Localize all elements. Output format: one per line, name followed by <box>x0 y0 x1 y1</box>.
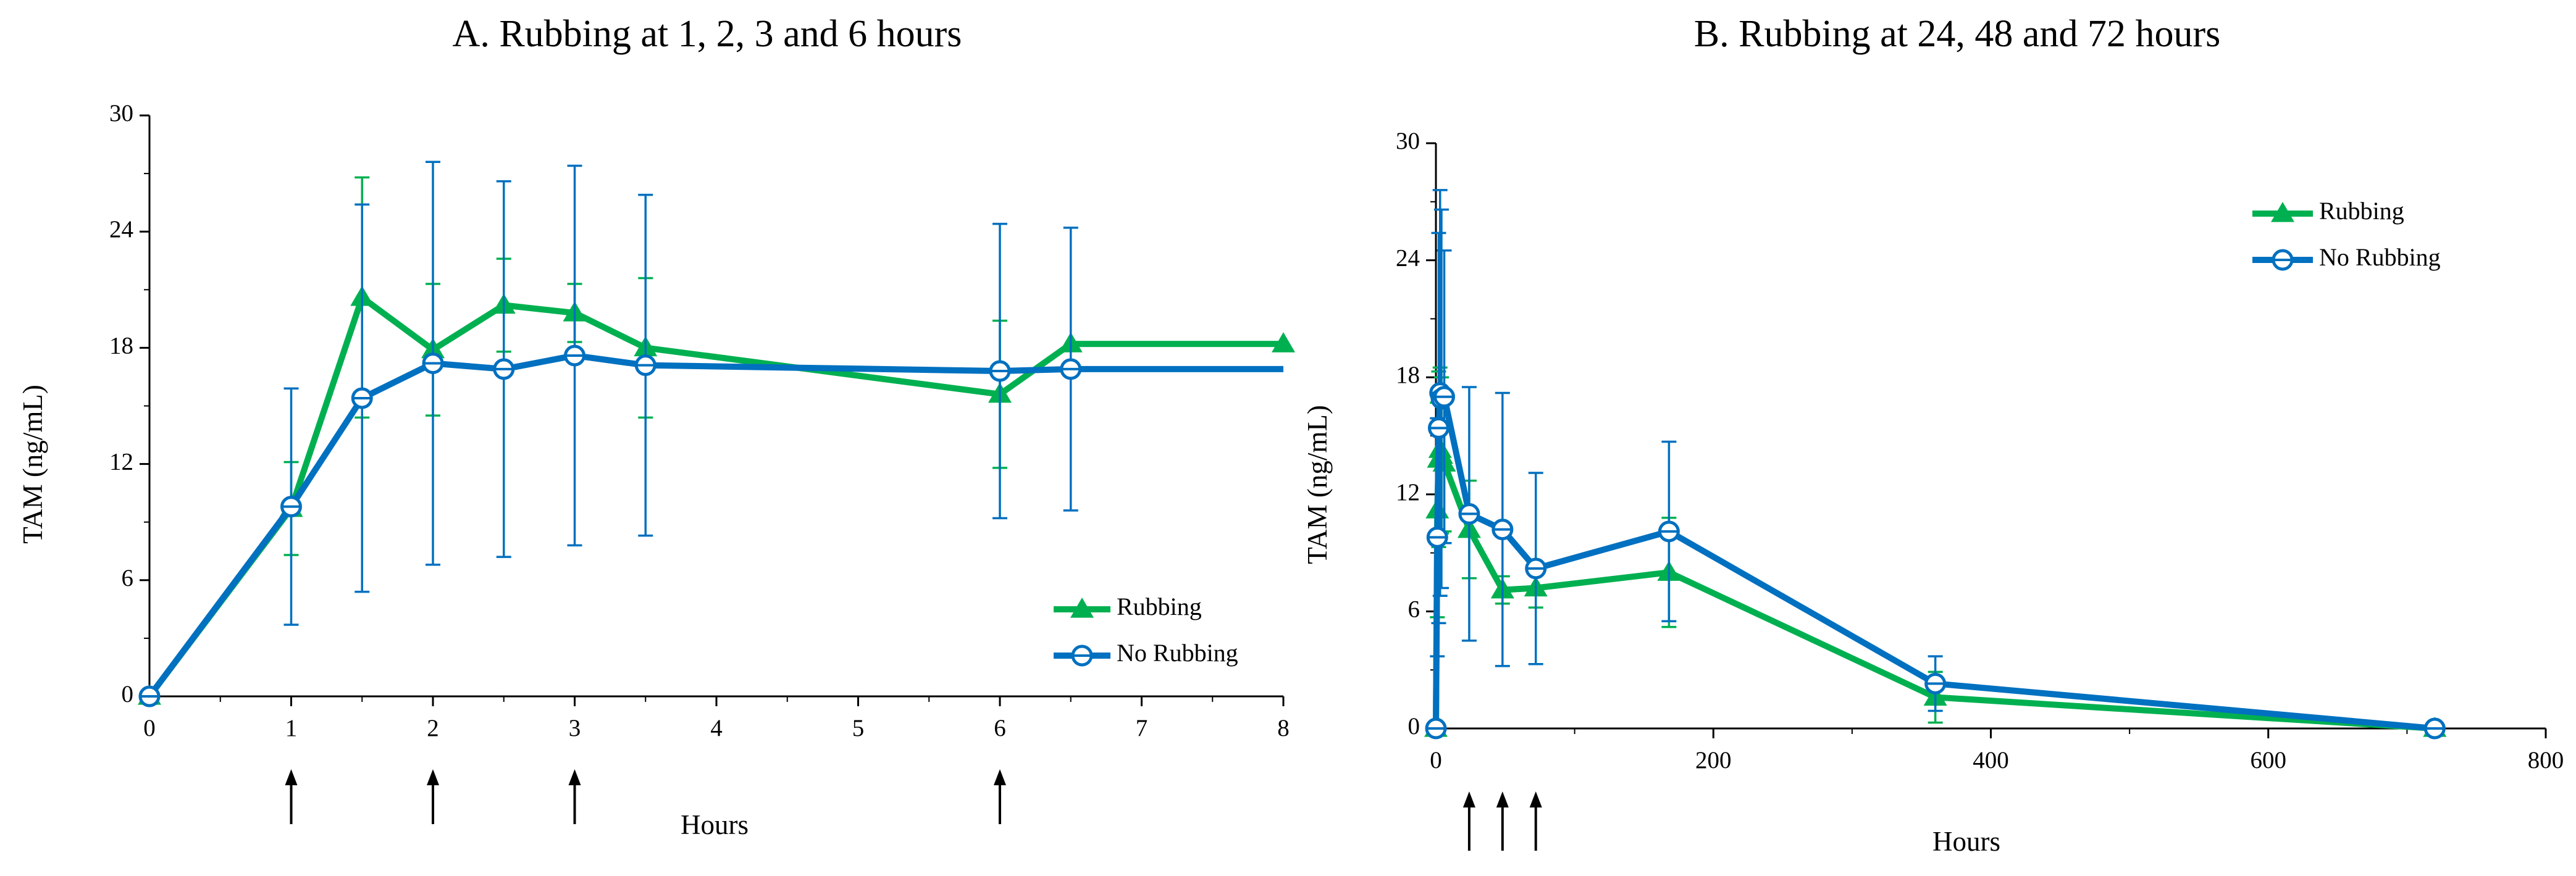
rubbing-time-arrow <box>568 769 581 824</box>
arrow-head <box>285 769 298 785</box>
series-no-rubbing <box>138 161 1283 707</box>
rubbing-time-arrow <box>1496 791 1509 851</box>
panel-a: A. Rubbing at 1, 2, 3 and 6 hours Hours … <box>17 13 1295 840</box>
y-tick-label: 24 <box>109 216 133 243</box>
panel-b-legend: Rubbing No Rubbing <box>2252 197 2441 271</box>
panel-a-x-axis-label: Hours <box>681 809 749 840</box>
y-tick-label: 0 <box>122 681 134 707</box>
x-tick-label: 1 <box>285 715 298 741</box>
series-no-rubbing <box>1425 189 2446 740</box>
rubbing-time-arrow <box>285 769 298 824</box>
panel-b-title: B. Rubbing at 24, 48 and 72 hours <box>1694 13 2220 55</box>
arrow-head <box>1496 791 1509 807</box>
data-point-rubbing <box>1272 332 1295 352</box>
x-tick-label: 800 <box>2528 747 2564 774</box>
legend-marker-rubbing <box>1070 598 1094 618</box>
series-rubbing <box>138 176 1295 705</box>
x-tick-label: 7 <box>1136 715 1148 741</box>
arrow-head <box>427 769 439 785</box>
y-tick-label: 18 <box>1396 362 1420 388</box>
x-tick-label: 0 <box>1430 747 1442 774</box>
rubbing-time-arrow <box>994 769 1006 824</box>
legend-marker-rubbing <box>2271 202 2294 222</box>
y-tick-label: 0 <box>1408 713 1420 740</box>
y-tick-label: 30 <box>1396 128 1420 154</box>
series-line-no-rubbing <box>1433 390 2435 732</box>
legend-label-no-rubbing: No Rubbing <box>1117 639 1238 667</box>
arrow-head <box>1462 791 1475 807</box>
x-tick-label: 3 <box>569 715 581 741</box>
x-tick-label: 5 <box>852 715 865 741</box>
y-tick-label: 24 <box>1396 245 1420 272</box>
panel-b-plot-area: 0 6 12 18 24 30 0 200 400 600 800 <box>1396 128 2564 851</box>
rubbing-time-arrow <box>1462 791 1475 851</box>
rubbing-time-arrow <box>1529 791 1542 851</box>
panel-b-y-axis-label: TAM (ng/mL) <box>1302 405 1333 564</box>
y-tick-label: 18 <box>109 332 133 359</box>
x-tick-label: 400 <box>1973 747 2009 774</box>
panel-b: B. Rubbing at 24, 48 and 72 hours Hours … <box>1302 13 2564 857</box>
x-tick-label: 2 <box>427 715 439 741</box>
legend-label-no-rubbing: No Rubbing <box>2319 243 2441 271</box>
x-tick-label: 600 <box>2251 747 2287 774</box>
arrow-head <box>1529 791 1542 807</box>
y-tick-label: 6 <box>1408 596 1420 622</box>
rubbing-time-arrow <box>427 769 439 824</box>
x-tick-label: 6 <box>994 715 1006 741</box>
arrow-head <box>994 769 1006 785</box>
x-tick-label: 8 <box>1277 715 1290 741</box>
y-tick-label: 30 <box>109 100 133 127</box>
series-line-no-rubbing <box>146 352 1283 698</box>
arrow-head <box>568 769 581 785</box>
legend-label-rubbing: Rubbing <box>2319 197 2404 225</box>
y-tick-label: 6 <box>122 565 134 591</box>
x-tick-label: 4 <box>710 715 723 741</box>
series-line-rubbing <box>147 294 1283 699</box>
y-tick-label: 12 <box>109 449 133 475</box>
x-tick-label: 200 <box>1695 747 1732 774</box>
panel-b-x-axis-label: Hours <box>1932 826 2000 857</box>
legend-label-rubbing: Rubbing <box>1117 593 1202 620</box>
x-tick-label: 0 <box>143 715 156 741</box>
panel-a-legend: Rubbing No Rubbing <box>1054 593 1238 667</box>
y-tick-label: 12 <box>1396 479 1420 506</box>
panel-a-y-axis-label: TAM (ng/mL) <box>17 385 48 544</box>
panel-a-title: A. Rubbing at 1, 2, 3 and 6 hours <box>453 13 962 55</box>
